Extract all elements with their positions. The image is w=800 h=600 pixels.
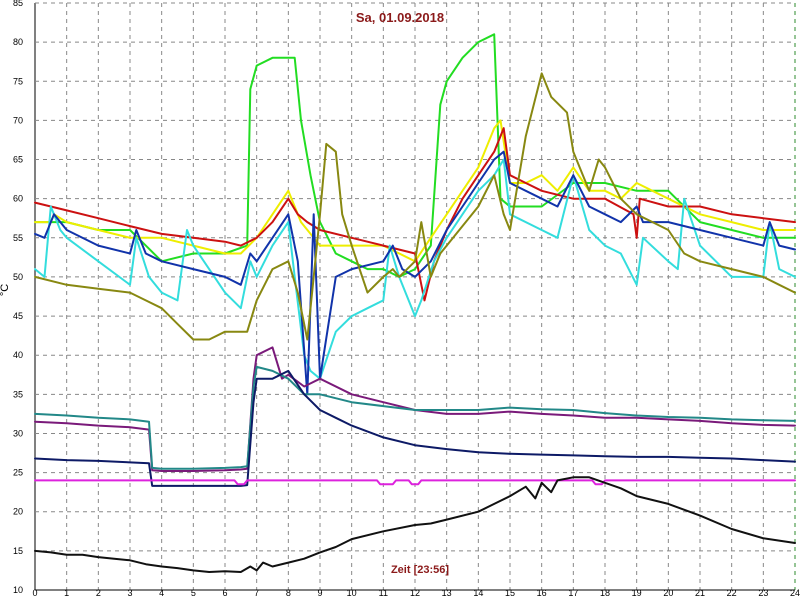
x-tick-label: 8 <box>286 588 291 598</box>
series-group <box>34 33 796 573</box>
x-tick-label: 12 <box>410 588 420 598</box>
x-tick-label: 13 <box>442 588 452 598</box>
x-axis-label: Zeit [23:56] <box>391 564 449 576</box>
series-line-2 <box>34 119 796 263</box>
y-tick-label: 55 <box>13 233 23 243</box>
x-tick-label: 1 <box>64 588 69 598</box>
x-tick-label: 5 <box>191 588 196 598</box>
x-tick-label: 4 <box>159 588 164 598</box>
x-tick-label: 14 <box>473 588 483 598</box>
series-line-11 <box>34 476 796 573</box>
tick-labels: 0 1 2 3 4 5 6 7 8 9 10 11 12 13 14 15 16 17 18 19 20 21 22 23 24… <box>13 0 800 598</box>
x-tick-label: 19 <box>632 588 642 598</box>
x-tick-label: 9 <box>317 588 322 598</box>
x-tick-label: 15 <box>505 588 515 598</box>
y-tick-label: 70 <box>13 115 23 125</box>
y-tick-label: 10 <box>13 585 23 595</box>
y-axis-label: °C <box>0 284 11 296</box>
series-line-7 <box>34 346 796 472</box>
x-tick-label: 6 <box>222 588 227 598</box>
x-tick-label: 0 <box>32 588 37 598</box>
y-tick-label: 65 <box>13 155 23 165</box>
series-line-5 <box>34 150 796 396</box>
series-line-8 <box>34 365 796 470</box>
y-tick-label: 60 <box>13 194 23 204</box>
series-line-9 <box>34 369 796 487</box>
x-tick-label: 23 <box>758 588 768 598</box>
x-tick-label: 2 <box>96 588 101 598</box>
y-tick-label: 15 <box>13 546 23 556</box>
series-line-6 <box>34 72 796 341</box>
x-tick-label: 17 <box>568 588 578 598</box>
x-tick-label: 3 <box>127 588 132 598</box>
chart-title: Sa, 01.09.2018 <box>356 10 444 25</box>
y-tick-label: 30 <box>13 428 23 438</box>
y-tick-label: 25 <box>13 468 23 478</box>
x-tick-label: 18 <box>600 588 610 598</box>
x-tick-label: 11 <box>379 588 388 598</box>
x-tick-label: 10 <box>347 588 357 598</box>
x-tick-label: 24 <box>790 588 800 598</box>
y-tick-label: 35 <box>13 389 23 399</box>
y-tick-label: 50 <box>13 272 23 282</box>
x-tick-label: 7 <box>254 588 259 598</box>
series-line-3 <box>34 127 796 302</box>
y-tick-label: 40 <box>13 350 23 360</box>
x-tick-label: 16 <box>537 588 547 598</box>
y-tick-label: 75 <box>13 76 23 86</box>
y-tick-label: 85 <box>13 0 23 8</box>
y-tick-label: 20 <box>13 507 23 517</box>
series-line-10 <box>34 479 796 486</box>
x-tick-label: 21 <box>695 588 705 598</box>
x-tick-label: 22 <box>727 588 737 598</box>
series-line-4 <box>34 158 796 380</box>
x-tick-label: 20 <box>663 588 673 598</box>
y-tick-label: 45 <box>13 311 23 321</box>
series-line-1 <box>34 33 796 278</box>
y-tick-label: 80 <box>13 37 23 47</box>
